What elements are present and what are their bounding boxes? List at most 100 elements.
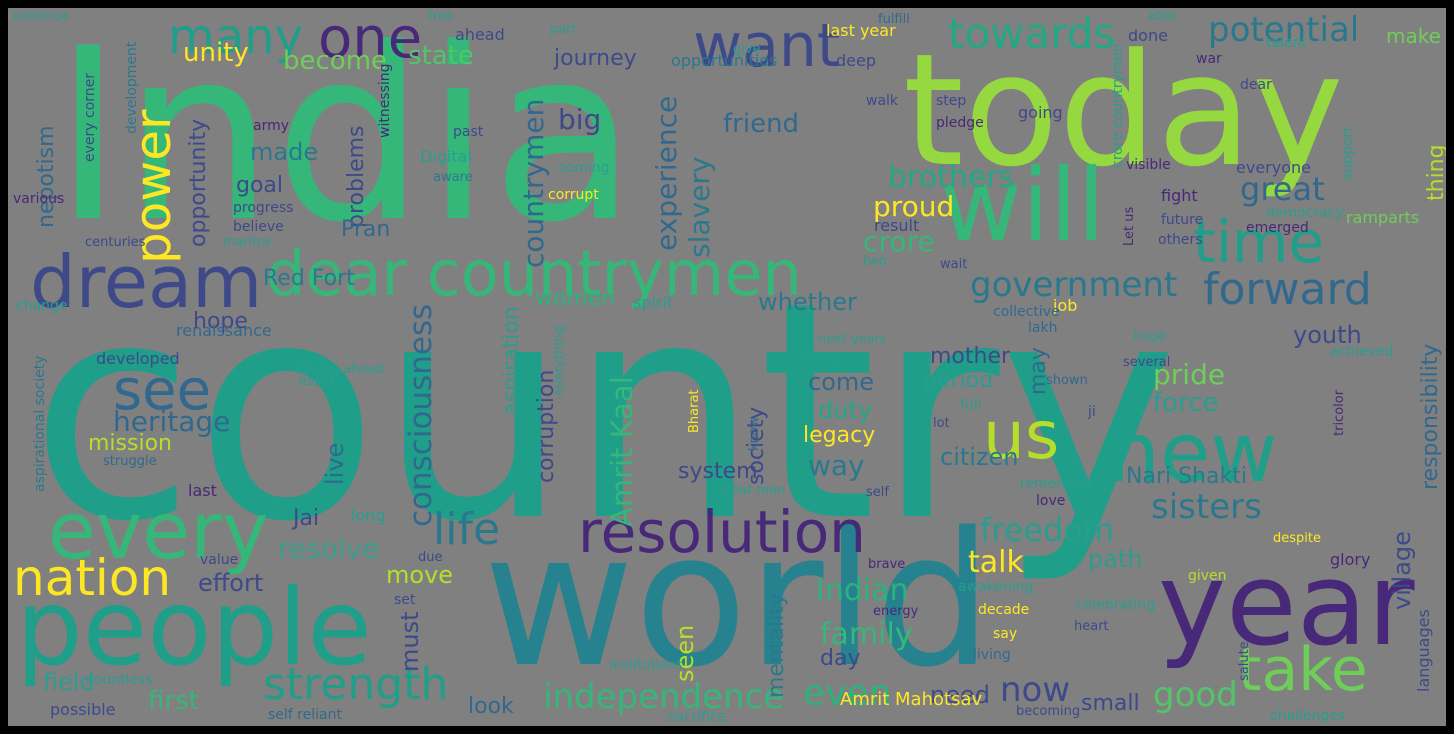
word-aspiration: aspiration	[499, 306, 524, 416]
word-believe: believe	[233, 219, 284, 235]
word-collective: collective	[993, 304, 1060, 320]
word-past: past	[453, 124, 484, 140]
word-mother: mother	[930, 344, 1011, 369]
word-step: step	[936, 93, 967, 109]
word-first: first	[148, 686, 199, 716]
word-experience: experience	[650, 95, 683, 251]
word-various: various	[13, 191, 65, 207]
word-glory: glory	[1330, 550, 1371, 569]
word-big: big	[558, 103, 602, 136]
word-army: army	[253, 118, 290, 134]
word-bharat: Bharat	[687, 389, 702, 433]
word-effort: effort	[198, 569, 264, 597]
word-full: full	[960, 397, 982, 413]
word-heart: heart	[1074, 619, 1109, 634]
word-great: great	[1240, 170, 1325, 208]
word-need: need	[930, 681, 990, 709]
word-war: war	[1196, 51, 1222, 67]
word-shown: shown	[1046, 373, 1088, 388]
word-independence: independence	[543, 677, 785, 717]
word-many: many	[168, 9, 303, 65]
word-rising: rising	[803, 350, 839, 365]
word-talk: talk	[968, 545, 1024, 580]
word-thing: thing	[1424, 144, 1446, 201]
word-citizen: citizen	[940, 443, 1019, 471]
word-witnessing: witnessing	[377, 63, 393, 138]
word-great-men: great men	[718, 483, 786, 498]
word-let-us: Let us	[1122, 206, 1137, 246]
word-everything: everything	[552, 325, 567, 396]
word-crore: crore	[863, 225, 935, 258]
word-languages: languages	[1414, 609, 1433, 692]
word-move: move	[386, 561, 454, 589]
word-problems: problems	[344, 125, 369, 229]
word-force: force	[1153, 388, 1219, 418]
word-brothers: brothers	[888, 160, 1015, 195]
word-village: village	[1388, 531, 1416, 610]
word-everyone: everyone	[1236, 158, 1311, 177]
word-institutions: institutions	[610, 658, 683, 673]
word-nari-shakti: Nari Shakti	[1126, 464, 1247, 489]
word-legacy: legacy	[803, 423, 876, 448]
word-countless: countless	[86, 672, 153, 688]
word-part: part	[550, 22, 577, 37]
word-wait: wait	[940, 257, 968, 272]
word-time: time	[1193, 208, 1325, 276]
word-digital: Digital	[420, 147, 472, 166]
word-now: now	[1000, 670, 1071, 710]
word-lakh: lakh	[1028, 320, 1058, 336]
word-change: change	[16, 298, 68, 314]
word-system: system	[678, 459, 758, 484]
word-family: family	[820, 617, 913, 652]
word-proud: proud	[873, 190, 955, 223]
word-freedom: freedom	[980, 511, 1115, 549]
word-make: make	[1386, 24, 1441, 48]
word-self-reliant: self reliant	[268, 707, 342, 723]
word-lot: lot	[933, 416, 950, 431]
word-future: future	[1161, 212, 1204, 228]
word-fulfill: fulfill	[878, 12, 910, 27]
word-dream: dream	[30, 240, 263, 324]
word-country: country	[30, 238, 1178, 587]
word-today: today	[903, 20, 1344, 201]
word-made: made	[250, 138, 319, 166]
word-countrymen: countrymen	[517, 98, 550, 268]
word-see: see	[113, 358, 212, 423]
word-developed: developed	[96, 349, 180, 368]
word-slavery: slavery	[683, 156, 716, 258]
word-dear: dear	[1240, 77, 1272, 93]
word-given: given	[1188, 568, 1227, 584]
word-salute: salute	[1237, 641, 1252, 681]
word-achieved: achieved	[1330, 344, 1394, 360]
word-challenges: challenges	[1270, 708, 1346, 724]
word-year: year	[1158, 538, 1415, 672]
word-visible: visible	[1126, 157, 1171, 173]
word-democracy: democracy	[1266, 205, 1344, 221]
word-despite: despite	[1273, 531, 1321, 546]
word-good: good	[1153, 675, 1238, 715]
word-want: want	[693, 11, 841, 81]
word-ahead: ahead	[455, 25, 505, 44]
word-even: even	[803, 673, 892, 714]
word-renaissance: renaissance	[176, 321, 272, 340]
word-support: support	[1340, 126, 1356, 180]
word-heritage: heritage	[113, 405, 231, 438]
word-pledge: pledge	[936, 115, 984, 131]
word-field: field	[43, 668, 95, 696]
word-journey: journey	[554, 46, 637, 71]
word-women: women	[535, 286, 616, 311]
word-progress: progress	[233, 200, 294, 216]
word-youth: youth	[1293, 321, 1362, 349]
word-opportunities: opportunities	[671, 51, 778, 70]
word-several: several	[1123, 355, 1171, 370]
word-aware: aware	[433, 170, 473, 185]
word-amrit-kaal: Amrit Kaal	[605, 376, 639, 527]
word-long: long	[351, 506, 386, 525]
word-decade: decade	[978, 602, 1030, 618]
word-next-years: next years	[818, 332, 887, 347]
word-small: small	[1081, 691, 1140, 716]
word-consciousness: consciousness	[403, 303, 439, 527]
word-sacrifice: sacrifice	[668, 709, 727, 725]
word-due: due	[418, 550, 443, 565]
word-say: say	[993, 626, 1018, 642]
